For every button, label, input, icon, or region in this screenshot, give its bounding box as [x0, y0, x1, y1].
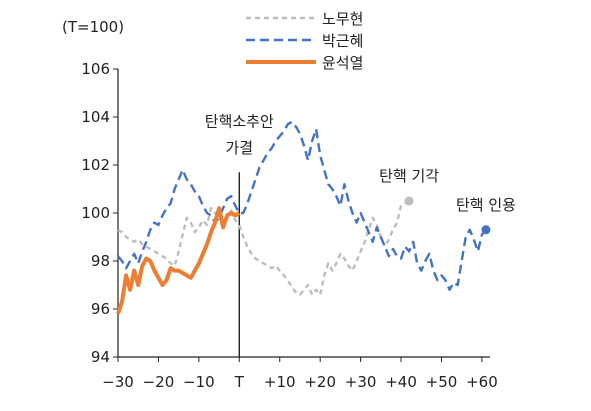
- legend-label-윤석열: 윤석열: [322, 54, 363, 72]
- vline-label-line1: 탄핵소추안: [205, 113, 274, 131]
- x-tick-label: −30: [102, 373, 134, 391]
- legend: 노무현 박근혜 윤석열: [246, 10, 363, 72]
- x-tick-label: +30: [345, 373, 377, 391]
- y-tick-label: 104: [81, 108, 110, 126]
- legend-label-박근혜: 박근혜: [322, 32, 363, 50]
- y-tick-label: 106: [81, 60, 110, 78]
- vline-label-line2: 가결: [225, 139, 253, 157]
- x-tick-label: +10: [264, 373, 296, 391]
- y-tick-label: 96: [91, 300, 110, 318]
- x-tick-label: T: [234, 373, 245, 391]
- y-tick-label: 100: [81, 204, 110, 222]
- series-line-윤석열: [116, 206, 241, 315]
- x-tick-label: −20: [143, 373, 175, 391]
- y-tick-label: 98: [91, 252, 110, 270]
- y-tick-label: 102: [81, 156, 110, 174]
- endpoint-label-탄핵-인용: 탄핵 인용: [456, 196, 516, 214]
- unit-label: (T=100): [62, 18, 124, 36]
- endpoint-marker-박근혜: [481, 225, 491, 235]
- legend-label-노무현: 노무현: [322, 10, 363, 28]
- annotations: 탄핵소추안 가결 탄핵 기각 탄핵 인용: [205, 113, 516, 214]
- series-line-노무현: [117, 199, 410, 296]
- x-tick-label: +60: [466, 373, 498, 391]
- endpoint-label-탄핵-기각: 탄핵 기각: [379, 167, 439, 185]
- series-line-박근혜: [117, 120, 487, 291]
- endpoint-marker-노무현: [404, 196, 414, 206]
- y-tick-label: 94: [91, 348, 110, 366]
- x-tick-label: +50: [426, 373, 458, 391]
- x-tick-label: +40: [385, 373, 417, 391]
- series-layer: [116, 120, 491, 315]
- axes: 94 96 98 100 102 104 106 −30 −20 −10 T +10 +20 +30 +40…: [81, 60, 497, 391]
- x-tick-label: +20: [304, 373, 336, 391]
- x-tick-label: −10: [183, 373, 215, 391]
